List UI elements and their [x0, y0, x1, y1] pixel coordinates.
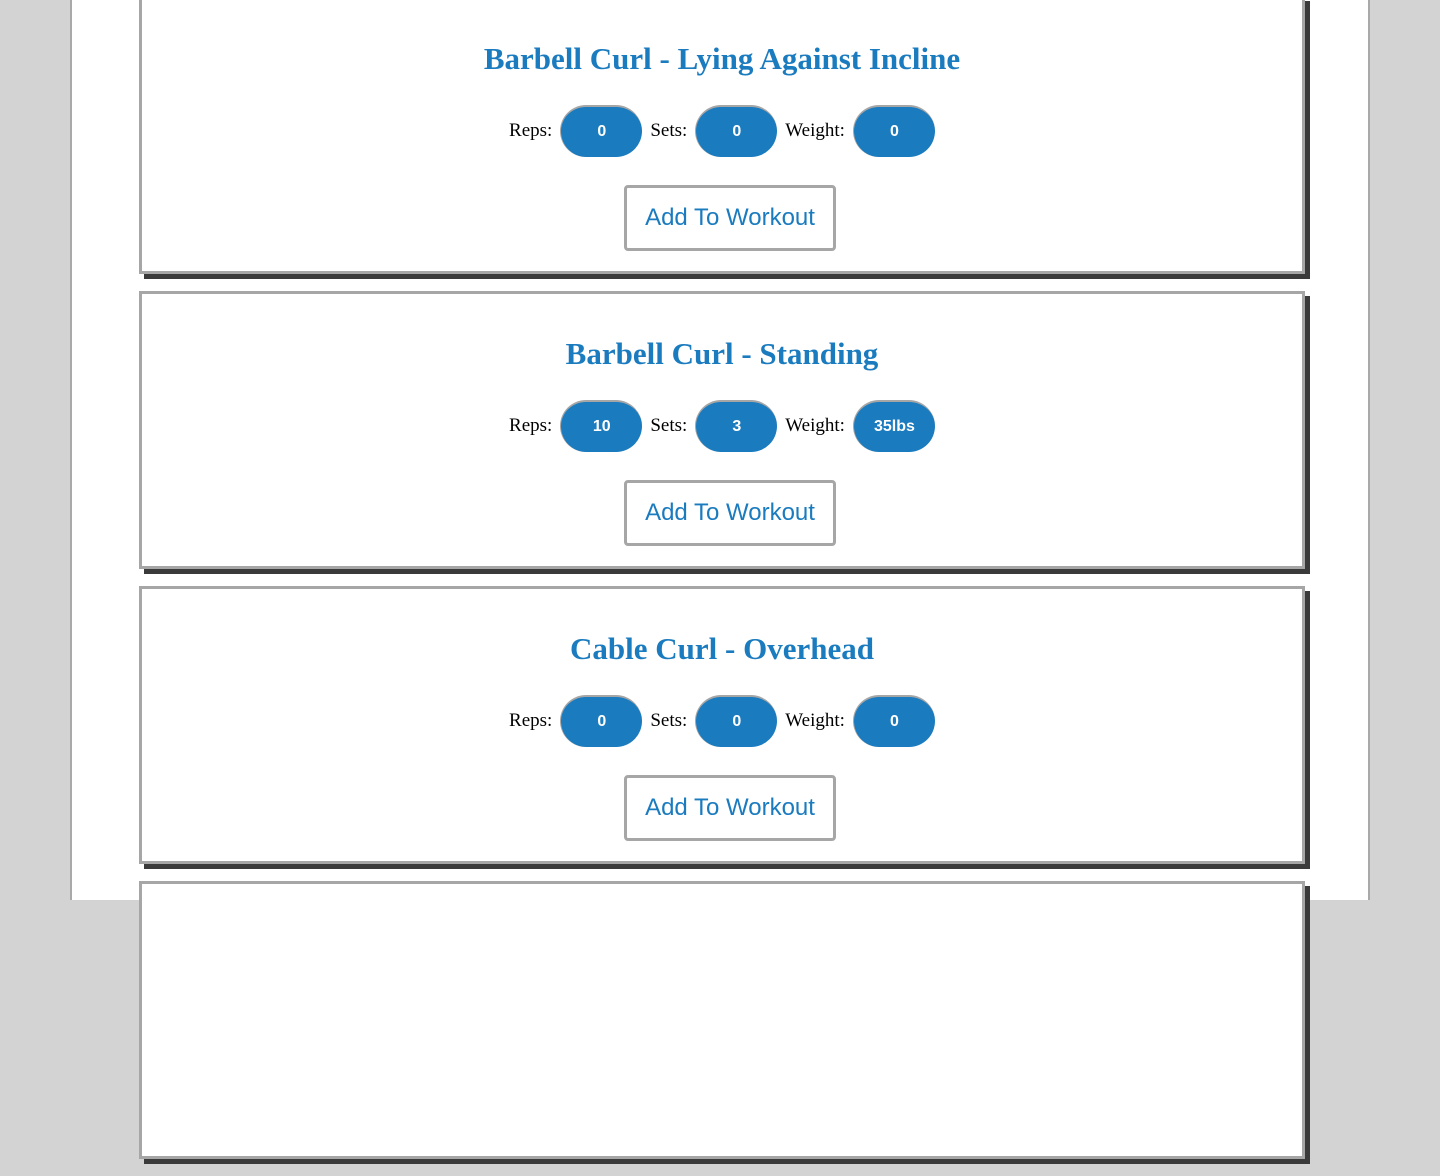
sets-label: Sets:	[650, 710, 688, 731]
sets-input[interactable]: 0	[695, 105, 778, 157]
exercise-fields: Reps: 10 Sets: 3 Weight: 35lbs	[142, 400, 1302, 452]
reps-input[interactable]: 0	[560, 105, 643, 157]
exercise-title: Barbell Curl - Lying Against Incline	[483, 41, 961, 76]
weight-input[interactable]: 0	[852, 695, 935, 747]
exercise-fields: Reps: 0 Sets: 0 Weight: 0	[142, 105, 1302, 157]
add-to-workout-button[interactable]: Add To Workout	[624, 185, 836, 251]
reps-label: Reps:	[509, 120, 553, 141]
weight-input[interactable]: 35lbs	[852, 400, 935, 452]
exercise-fields: Reps: 0 Sets: 0 Weight: 0	[142, 695, 1302, 747]
sets-label: Sets:	[650, 120, 688, 141]
reps-label: Reps:	[509, 710, 553, 731]
reps-label: Reps:	[509, 415, 553, 436]
exercise-card: Barbell Curl - Lying Against Incline Rep…	[139, 0, 1305, 274]
sets-input[interactable]: 3	[695, 400, 778, 452]
exercise-card: Cable Curl - Overhead Reps: 0 Sets: 0 We…	[139, 586, 1305, 864]
exercise-title: Cable Curl - Overhead	[570, 631, 874, 666]
add-to-workout-button[interactable]: Add To Workout	[624, 775, 836, 841]
page-container: Barbell Curl - Lying Against Incline Rep…	[70, 0, 1370, 1159]
reps-input[interactable]: 10	[560, 400, 643, 452]
weight-label: Weight:	[785, 415, 845, 436]
exercise-card: Barbell Curl - Standing Reps: 10 Sets: 3…	[139, 291, 1305, 569]
exercise-title: Barbell Curl - Standing	[565, 336, 879, 371]
exercise-list: Barbell Curl - Lying Against Incline Rep…	[139, 0, 1309, 1176]
sets-label: Sets:	[650, 415, 688, 436]
add-to-workout-button[interactable]: Add To Workout	[624, 480, 836, 546]
weight-input[interactable]: 0	[852, 105, 935, 157]
exercise-card-partial	[139, 881, 1305, 1159]
weight-label: Weight:	[785, 120, 845, 141]
reps-input[interactable]: 0	[560, 695, 643, 747]
sets-input[interactable]: 0	[695, 695, 778, 747]
weight-label: Weight:	[785, 710, 845, 731]
